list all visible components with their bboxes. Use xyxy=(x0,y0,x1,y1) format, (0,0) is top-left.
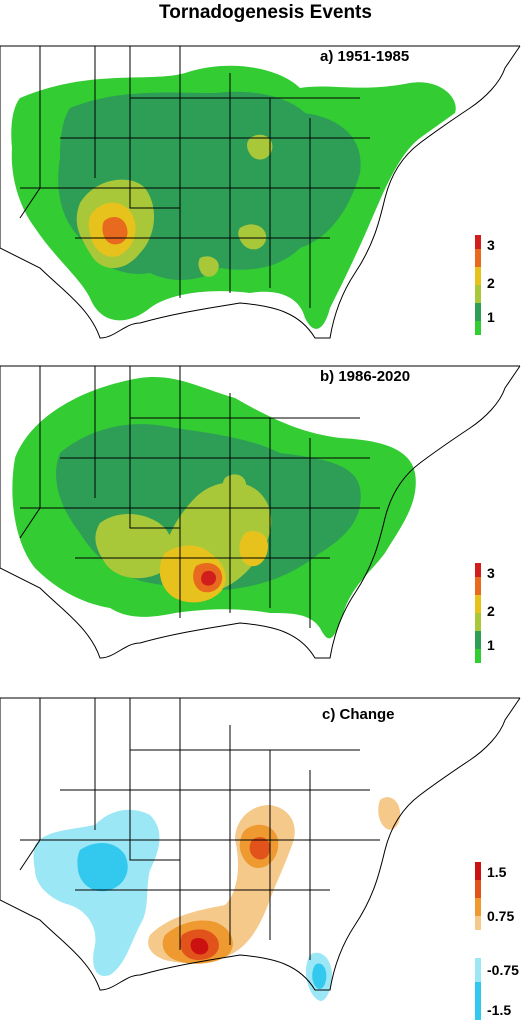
legend-a-tick-1: 1 xyxy=(487,309,495,325)
panel-b: b) 1986-2020 3 2 1 xyxy=(0,358,531,678)
contour-level3d-a xyxy=(198,256,219,277)
contour-layer-b xyxy=(12,377,416,639)
legend-b-bar-level2 xyxy=(475,631,481,649)
figure-title: Tornadogenesis Events xyxy=(159,2,372,23)
state-grid-a-1 xyxy=(19,46,380,308)
legend-b-bar-level3 xyxy=(475,613,481,631)
panel-a: a) 1951-1985 3 2 1 xyxy=(0,38,531,358)
panel-c: c) Change 1.5 0.75 -0.75 -1.5 xyxy=(0,690,531,1020)
us-outline-a xyxy=(0,45,521,339)
legend-a-tick-3: 3 xyxy=(487,237,495,253)
legend-c-bar-pos1 xyxy=(475,916,481,930)
panel-c-label: c) Change xyxy=(322,706,395,723)
panel-b-label: b) 1986-2020 xyxy=(320,368,411,385)
contour-neg1-c xyxy=(33,809,160,976)
legend-c-tick-neg-1-5: -1.5 xyxy=(487,1002,512,1018)
contour-level3-b xyxy=(95,513,175,579)
contour-layer-a xyxy=(11,65,456,329)
legend-c-bar-pos3 xyxy=(475,880,481,898)
map-c xyxy=(0,697,521,1001)
legend-b-tick-1: 1 xyxy=(487,637,495,653)
legend-c-tick-1-5: 1.5 xyxy=(487,864,507,880)
map-a xyxy=(0,45,521,339)
legend-c-bar-pos4 xyxy=(475,862,481,880)
contour-neg2-c xyxy=(77,843,128,892)
contour-pos4-c xyxy=(190,937,209,955)
legend-c-tick-0-75: 0.75 xyxy=(487,908,515,924)
legend-a-bar-level4 xyxy=(475,267,481,285)
legend-b-bar-level1 xyxy=(475,649,481,663)
us-outline-c xyxy=(0,697,521,991)
legend-a-bar-level2 xyxy=(475,303,481,321)
contour-layer-c xyxy=(33,797,401,1001)
contour-level3b-a xyxy=(247,134,273,160)
contour-pos3b-c xyxy=(249,837,270,860)
us-outline-b xyxy=(0,365,521,659)
legend-b-tick-3: 3 xyxy=(487,565,495,581)
legend-c-tick-neg-0-75: -0.75 xyxy=(487,962,519,978)
legend-c-bar-neg1 xyxy=(475,958,481,982)
contour-pos1b-c xyxy=(378,797,401,830)
state-borders-a xyxy=(0,45,521,339)
legend-a-bar-level1 xyxy=(475,321,481,335)
contour-neg2b-c xyxy=(312,963,327,989)
contour-level6-b xyxy=(201,570,216,586)
legend-c-bar-neg2 xyxy=(475,982,481,1020)
legend-b-tick-2: 2 xyxy=(487,603,495,619)
legend-c-bar-pos2 xyxy=(475,898,481,916)
state-grid-b-1 xyxy=(19,366,380,628)
contour-level3c-b xyxy=(222,474,247,498)
legend-a-bar-level3 xyxy=(475,285,481,303)
panel-b-legend: 3 2 1 xyxy=(475,563,515,663)
legend-b-bar-level4 xyxy=(475,595,481,613)
contour-level4b-b xyxy=(239,531,268,567)
panel-a-label: a) 1951-1985 xyxy=(320,48,410,65)
panel-a-legend: 3 2 1 xyxy=(475,235,515,335)
state-borders-b xyxy=(0,365,521,659)
legend-a-bar-level6 xyxy=(475,235,481,249)
map-b xyxy=(0,365,521,659)
legend-a-bar-level5 xyxy=(475,249,481,267)
state-grid-c-1 xyxy=(19,698,380,960)
legend-b-bar-level6 xyxy=(475,563,481,577)
state-borders-c xyxy=(0,697,521,991)
legend-b-bar-level5 xyxy=(475,577,481,595)
legend-a-tick-2: 2 xyxy=(487,275,495,291)
contour-level3c-a xyxy=(238,224,267,250)
panel-c-legend: 1.5 0.75 -0.75 -1.5 xyxy=(475,862,525,1022)
